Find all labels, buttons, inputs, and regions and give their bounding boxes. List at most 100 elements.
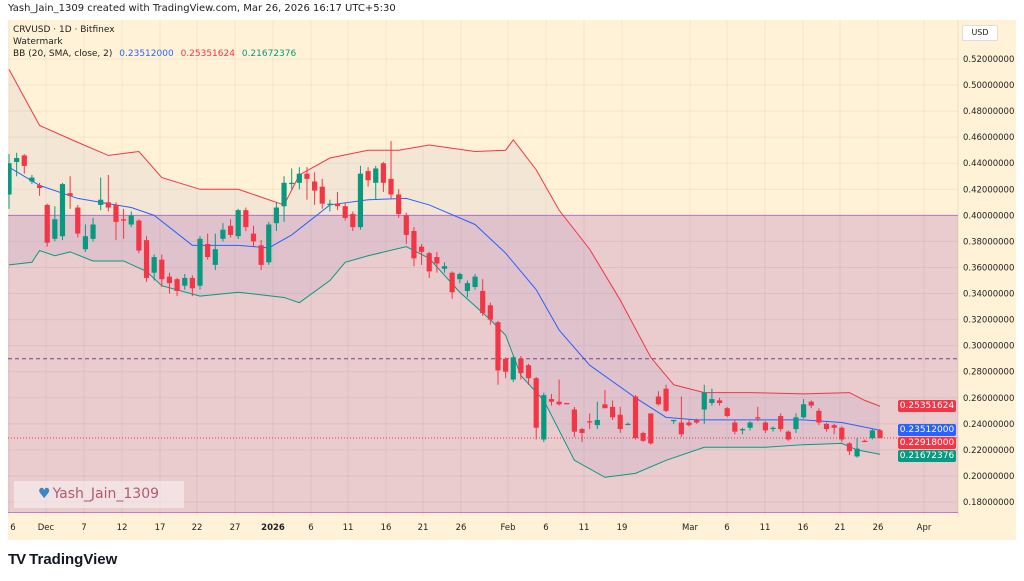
- candle-body: [609, 406, 616, 418]
- candle-body: [655, 396, 662, 405]
- candle-body: [862, 440, 868, 443]
- candle-body: [312, 181, 318, 191]
- indicator-basis-value: 0.23512000: [119, 49, 174, 59]
- candle-body: [869, 430, 875, 439]
- candle-body: [90, 224, 96, 239]
- watermark: ♥ Yash_Jain_1309: [14, 481, 184, 508]
- price-tick-label: 0.40000000: [963, 211, 1014, 221]
- time-tick-label: Dec: [38, 523, 55, 533]
- legend-watermark[interactable]: Watermark: [13, 37, 63, 47]
- candle-body: [877, 430, 883, 439]
- candle-body: [579, 429, 585, 433]
- candle-body: [113, 204, 119, 222]
- price-tick-label: 0.42000000: [963, 185, 1014, 195]
- candle-body: [739, 429, 746, 431]
- candle-body: [166, 276, 173, 284]
- candle-body: [105, 202, 111, 208]
- price-tick-label: 0.26000000: [963, 394, 1014, 404]
- candle-body: [755, 417, 761, 419]
- time-tick-label: 11: [579, 523, 590, 533]
- time-tick-label: 6: [10, 523, 15, 533]
- price-tick-label: 0.38000000: [963, 237, 1014, 247]
- candle-body: [663, 388, 669, 411]
- candle-body: [304, 173, 310, 179]
- price-tag: 0.25351624: [898, 400, 956, 413]
- time-tick-label: 26: [873, 523, 884, 533]
- time-tick-label: Mar: [682, 523, 699, 533]
- time-tick-label: 21: [835, 523, 846, 533]
- candle-body: [732, 422, 738, 432]
- candle-body: [617, 414, 623, 430]
- time-tick-label: Feb: [500, 523, 515, 533]
- candle-body: [388, 178, 394, 195]
- candle-body: [75, 207, 81, 234]
- candle-body: [29, 177, 35, 182]
- currency-button[interactable]: USD: [962, 25, 998, 41]
- candle-body: [220, 229, 226, 239]
- candle-body: [709, 399, 715, 403]
- candle-body: [197, 238, 203, 286]
- candle-body: [14, 158, 20, 162]
- candle-body: [770, 427, 776, 430]
- candle-body: [411, 230, 417, 259]
- candle-body: [396, 194, 402, 215]
- legend-indicator[interactable]: BB (20, SMA, close, 2) 0.23512000 0.2535…: [13, 49, 300, 59]
- legend-symbol[interactable]: CRVUSD · 1D · Bitfinex: [13, 25, 115, 35]
- candle-body: [373, 168, 379, 183]
- candle-body: [823, 423, 830, 430]
- candle-body: [671, 419, 677, 422]
- candle-body: [510, 357, 516, 380]
- candle-body: [250, 233, 257, 242]
- candle-body: [556, 401, 562, 405]
- candle-body: [778, 416, 784, 430]
- time-tick-label: 21: [418, 523, 429, 533]
- candle-body: [98, 199, 104, 205]
- candle-body: [403, 215, 409, 235]
- tradingview-logo-icon: TV: [8, 551, 26, 568]
- candle-body: [121, 219, 127, 221]
- candle-body: [564, 402, 570, 405]
- candle-body: [846, 443, 853, 452]
- time-tick-label: 17: [155, 523, 166, 533]
- heart-icon: ♥: [38, 486, 51, 502]
- candle-body: [472, 276, 478, 288]
- indicator-name: BB (20, SMA, close, 2): [13, 49, 113, 59]
- price-tag: 0.23512000: [898, 424, 956, 437]
- price-tick-label: 0.24000000: [963, 420, 1014, 430]
- candle-body: [533, 378, 539, 428]
- price-tick-label: 0.28000000: [963, 368, 1014, 378]
- candle-body: [21, 155, 27, 166]
- candle-body: [258, 245, 264, 265]
- candle-body: [128, 215, 134, 225]
- candle-body: [182, 277, 188, 286]
- candle-body: [289, 182, 295, 185]
- candle-body: [793, 417, 799, 430]
- time-tick-label: 12: [117, 523, 128, 533]
- candle-body: [36, 185, 43, 188]
- price-tick-label: 0.30000000: [963, 342, 1014, 352]
- candle-body: [319, 186, 325, 204]
- candle-body: [136, 220, 142, 251]
- candle-body: [495, 322, 501, 371]
- chart-frame[interactable]: 0.52000000 0.50000000 0.48000000 0.46000000…: [8, 20, 1016, 540]
- candle-body: [800, 404, 807, 418]
- candle-body: [67, 193, 73, 196]
- candle-body: [365, 171, 371, 181]
- candle-body: [212, 249, 218, 265]
- candle-body: [464, 283, 471, 291]
- candle-body: [602, 404, 608, 409]
- candle-body: [587, 421, 593, 423]
- candlestick-chart[interactable]: 0.52000000 0.50000000 0.48000000 0.46000000…: [8, 20, 1016, 540]
- candle-body: [640, 432, 646, 441]
- candle-body: [8, 163, 12, 195]
- candle-body: [334, 203, 341, 207]
- candle-body: [434, 257, 440, 264]
- price-tick-label: 0.22000000: [963, 446, 1014, 456]
- candle-body: [747, 422, 753, 428]
- candle-body: [854, 448, 860, 457]
- bollinger-basis-line: [8, 166, 881, 431]
- candle-body: [541, 395, 547, 440]
- candle-body: [44, 204, 50, 243]
- candle-body: [174, 279, 180, 291]
- time-tick-label: 2026: [261, 523, 285, 533]
